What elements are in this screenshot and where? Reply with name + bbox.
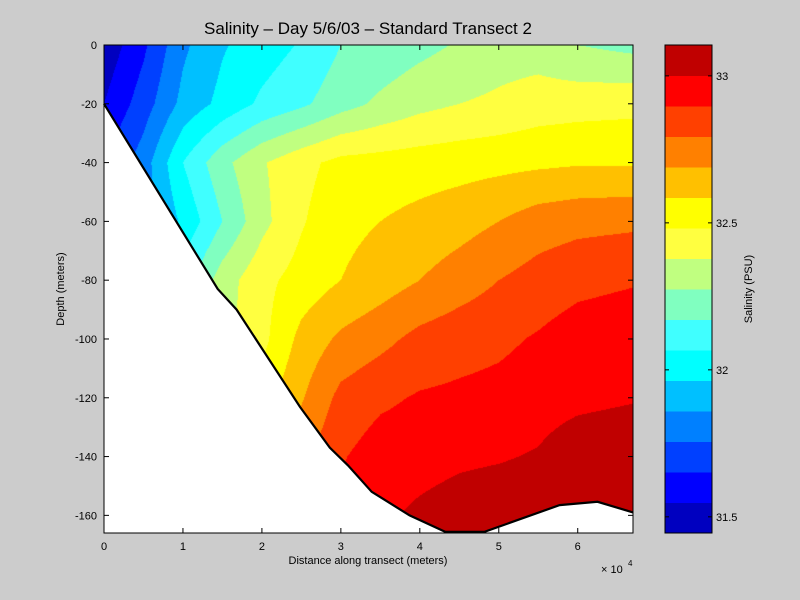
colorbar-tick-label: 32 — [716, 365, 728, 377]
colorbar-swatch — [665, 197, 712, 229]
colorbar-swatch — [665, 167, 712, 198]
y-tick-label: -120 — [75, 393, 97, 405]
x-axis: 0 1 2 3 4 5 6 — [101, 45, 581, 553]
y-tick-label: -60 — [81, 216, 97, 228]
x-tick-label: 5 — [496, 541, 502, 553]
colorbar — [665, 45, 712, 534]
y-tick-label: -40 — [81, 158, 97, 170]
colorbar-swatch — [665, 319, 712, 351]
y-tick-label: -20 — [81, 99, 97, 111]
x-tick-label: 0 — [101, 541, 107, 553]
y-axis: 0 -20 -40 -60 -80 -100 -120 -140 -160 — [75, 40, 633, 522]
bathymetry-line — [103, 103, 634, 533]
y-tick-label: -80 — [81, 275, 97, 287]
colorbar-swatch — [665, 258, 712, 290]
colorbar-swatch — [665, 106, 712, 137]
colorbar-swatch — [665, 228, 712, 259]
colorbar-swatch — [665, 289, 712, 320]
x-tick-label: 3 — [338, 541, 344, 553]
seabed-mask — [104, 103, 633, 534]
colorbar-swatch — [665, 45, 712, 76]
colorbar-tick-label: 33 — [716, 71, 728, 83]
x-tick-label: 4 — [417, 541, 423, 553]
colorbar-frame — [664, 44, 713, 534]
colorbar-swatch — [665, 136, 712, 168]
colorbar-tick-label: 32.5 — [716, 218, 737, 230]
colorbar-swatch — [665, 75, 712, 107]
x-tick-label: 1 — [180, 541, 186, 553]
colorbar-tick-label: 31.5 — [716, 512, 737, 524]
colorbar-swatch — [665, 441, 712, 473]
colorbar-ticks: 31.5 32 32.5 33 — [665, 71, 737, 524]
y-tick-label: -160 — [75, 510, 97, 522]
y-tick-label: -100 — [75, 334, 97, 346]
colorbar-label: Salinity (PSU) — [743, 255, 755, 323]
x-tick-label: 2 — [259, 541, 265, 553]
plot-axes-box — [103, 44, 634, 534]
y-axis-label: Depth (meters) — [55, 252, 67, 325]
colorbar-swatch — [665, 411, 712, 442]
y-tick-label: -140 — [75, 452, 97, 464]
y-tick-label: 0 — [91, 40, 97, 52]
x-exponent-base: × 10 — [601, 564, 623, 576]
colorbar-swatch — [665, 502, 712, 534]
colorbar-swatch — [665, 472, 712, 503]
colorbar-swatch — [665, 350, 712, 381]
x-axis-label: Distance along transect (meters) — [289, 555, 448, 567]
x-exponent-power: 4 — [628, 559, 633, 568]
x-tick-label: 6 — [575, 541, 581, 553]
colorbar-swatch — [665, 380, 712, 412]
chart-title: Salinity – Day 5/6/03 – Standard Transec… — [204, 19, 532, 38]
